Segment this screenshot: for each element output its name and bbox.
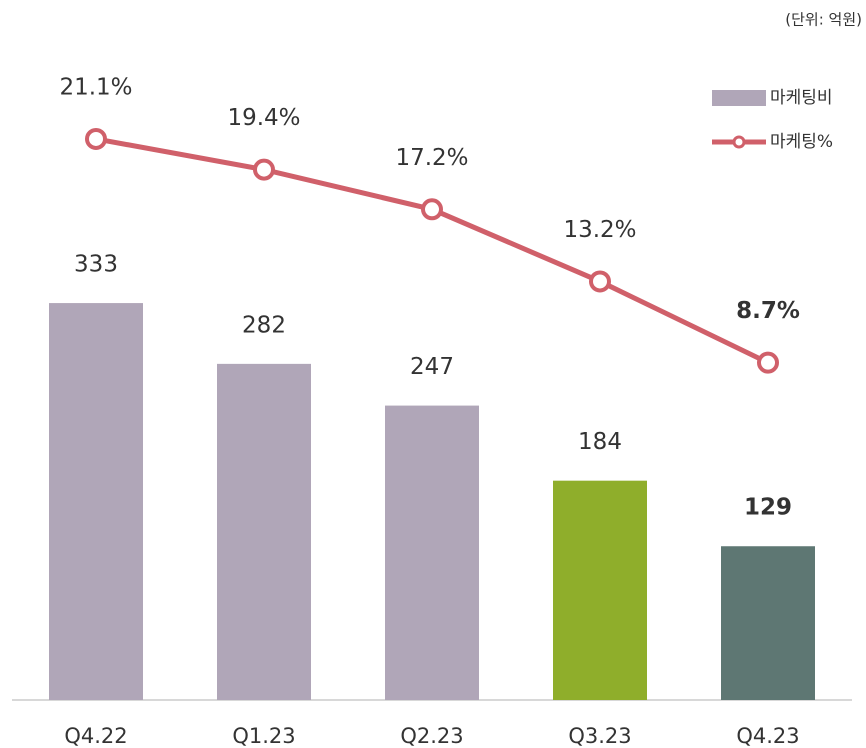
line-value-label: 8.7% — [736, 298, 800, 324]
bar-value-label: 282 — [242, 312, 286, 338]
line-marker — [85, 127, 107, 150]
line-marker — [253, 158, 275, 181]
bar — [553, 480, 647, 700]
line-value-label: 13.2% — [563, 217, 636, 243]
bar — [721, 546, 815, 700]
x-tick-label: Q4.22 — [64, 724, 127, 748]
x-tick-label: Q1.23 — [232, 724, 295, 748]
bar — [49, 303, 143, 700]
unit-annotation: (단위: 억원) — [785, 11, 862, 29]
legend-label: 마케팅비 — [770, 88, 833, 108]
line-marker — [589, 270, 611, 293]
line-value-label: 17.2% — [395, 145, 468, 171]
line — [95, 136, 770, 365]
bar-value-label: 184 — [578, 429, 622, 455]
bar — [385, 405, 479, 700]
line-value-label: 21.1% — [59, 74, 132, 100]
legend-swatch-marker — [732, 135, 746, 149]
legend-label: 마케팅% — [770, 132, 833, 152]
x-tick-label: Q3.23 — [568, 724, 631, 748]
bar-value-label: 129 — [744, 495, 792, 521]
line-value-label: 19.4% — [227, 105, 300, 131]
line-marker — [757, 351, 779, 374]
x-tick-label: Q4.23 — [736, 724, 799, 748]
bar-value-label: 247 — [410, 354, 454, 380]
legend-swatch — [712, 90, 766, 106]
bar-value-label: 333 — [74, 252, 118, 278]
line-marker — [421, 198, 443, 221]
bar — [217, 363, 311, 700]
x-tick-label: Q2.23 — [400, 724, 463, 748]
